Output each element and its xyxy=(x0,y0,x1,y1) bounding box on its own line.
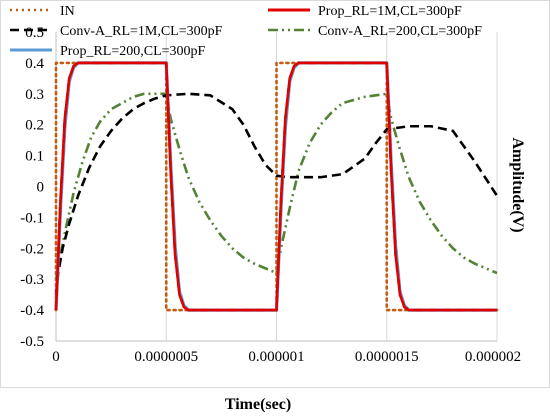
y-axis-title: Amplitude(V) xyxy=(509,137,526,232)
series-line-3 xyxy=(54,92,498,280)
legend-entry-label: Prop_RL=1M,CL=300pF xyxy=(318,4,462,19)
y-tick-label: 0.1 xyxy=(25,149,44,165)
series-lines xyxy=(54,61,499,312)
x-tick-label: 0.0000015 xyxy=(355,349,419,365)
series-line-1-overlay xyxy=(54,61,497,312)
y-tick-label: -0.4 xyxy=(20,303,44,319)
y-tick-label: -0.3 xyxy=(20,272,44,288)
y-tick-label: 0.4 xyxy=(25,56,44,72)
y-tick-label: 0.3 xyxy=(25,87,44,103)
y-tick-label: 0 xyxy=(37,180,45,196)
y-tick-label: 0.2 xyxy=(25,118,44,134)
y-tick-label: -0.2 xyxy=(20,241,44,257)
legend-entry-label: Conv-A_RL=200,CL=300pF xyxy=(318,24,482,39)
x-axis-title: Time(sec) xyxy=(225,396,291,413)
legend-entry-label: IN xyxy=(60,4,75,19)
tick-labels: -0.5-0.4-0.3-0.2-0.100.10.20.30.40.50 0.0… xyxy=(20,25,521,365)
y-tick-label: -0.5 xyxy=(20,334,44,350)
y-tick-label: -0.1 xyxy=(20,210,44,226)
legend-entry-label: Prop_RL=200,CL=300pF xyxy=(60,44,206,59)
x-tick-label: 0.000001 xyxy=(248,349,304,365)
legend-entry-label: Conv-A_RL=1M,CL=300pF xyxy=(60,24,223,39)
x-tick-label: 0.000002 xyxy=(465,349,521,365)
legend: IN Prop_RL=1M,CL=300pF Conv-A_RL=1M,CL=300… xyxy=(10,4,482,59)
x-tick-label: 0 xyxy=(52,349,60,365)
chart-border xyxy=(0,0,550,388)
x-tick-label: 0.0000005 xyxy=(134,349,198,365)
series-line-2 xyxy=(54,92,499,295)
